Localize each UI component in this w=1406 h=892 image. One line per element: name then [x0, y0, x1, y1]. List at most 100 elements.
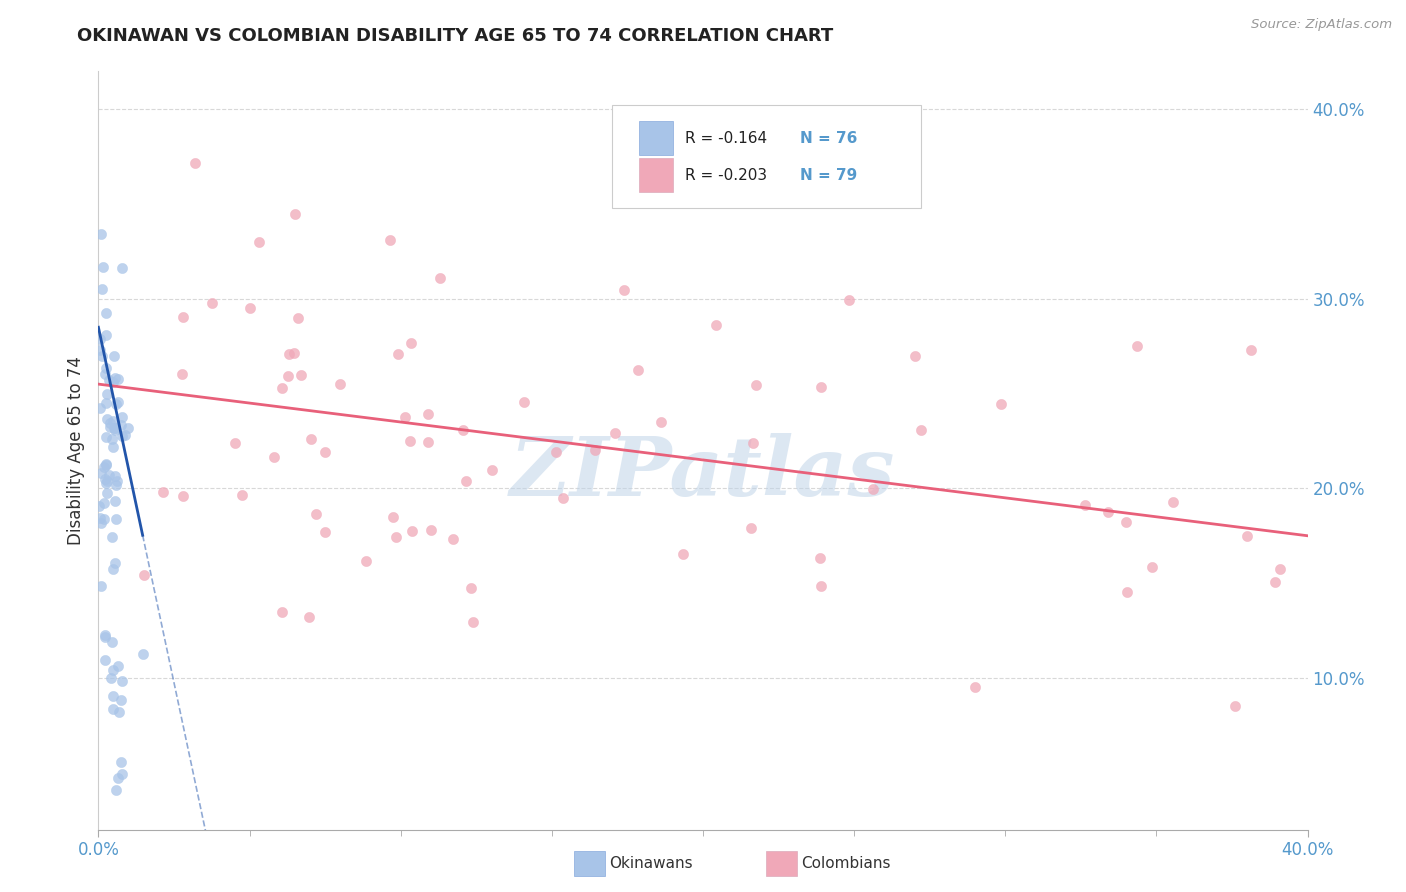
Point: [1163, 494, 1185, 508]
Point: [290, 368, 312, 382]
Point: [247, 235, 270, 249]
Point: [97, 373, 120, 387]
Bar: [638, 121, 673, 155]
Point: [172, 310, 194, 324]
Point: [103, 349, 125, 363]
Point: [284, 206, 307, 220]
Point: [96, 412, 118, 426]
Point: [277, 347, 299, 361]
Point: [1225, 699, 1247, 714]
Point: [107, 659, 129, 673]
Point: [613, 283, 636, 297]
Point: [94, 457, 117, 471]
Point: [463, 615, 485, 629]
Point: [96, 386, 118, 401]
Point: [314, 524, 336, 539]
Text: Source: ZipAtlas.com: Source: ZipAtlas.com: [1251, 18, 1392, 31]
Point: [89, 499, 111, 513]
Point: [98, 416, 121, 430]
Point: [96, 430, 118, 444]
Point: [107, 372, 129, 386]
Point: [93, 495, 115, 509]
Point: [93, 512, 115, 526]
Point: [111, 429, 134, 443]
FancyBboxPatch shape: [613, 105, 921, 208]
Point: [104, 556, 127, 570]
Point: [287, 310, 309, 325]
Point: [90, 516, 112, 531]
Point: [745, 377, 768, 392]
Point: [89, 332, 111, 346]
Point: [271, 605, 294, 619]
Point: [96, 486, 118, 500]
Point: [231, 488, 253, 502]
Point: [384, 530, 406, 544]
Point: [387, 347, 409, 361]
Point: [418, 434, 440, 449]
Point: [270, 381, 292, 395]
Point: [107, 771, 129, 785]
Point: [1270, 562, 1292, 576]
Point: [110, 693, 132, 707]
Point: [104, 511, 127, 525]
Point: [105, 397, 128, 411]
Point: [742, 436, 765, 450]
Point: [94, 472, 117, 486]
Point: [277, 368, 299, 383]
Point: [101, 432, 124, 446]
Point: [117, 421, 139, 435]
Text: OKINAWAN VS COLOMBIAN DISABILITY AGE 65 TO 74 CORRELATION CHART: OKINAWAN VS COLOMBIAN DISABILITY AGE 65 …: [77, 27, 834, 45]
Point: [172, 367, 194, 381]
Point: [808, 551, 831, 566]
Point: [672, 547, 695, 561]
Point: [110, 261, 132, 276]
Point: [263, 450, 285, 464]
Point: [740, 521, 762, 535]
Point: [838, 293, 860, 307]
Point: [96, 327, 118, 342]
Text: R = -0.203: R = -0.203: [685, 168, 768, 183]
Point: [650, 415, 672, 429]
Point: [93, 460, 115, 475]
Point: [451, 423, 474, 437]
Point: [103, 420, 125, 434]
Point: [299, 432, 322, 446]
Point: [94, 630, 117, 644]
Point: [96, 458, 118, 472]
Point: [399, 434, 422, 448]
Point: [605, 426, 627, 441]
Point: [101, 689, 124, 703]
Point: [314, 445, 336, 459]
Text: R = -0.164: R = -0.164: [685, 130, 768, 145]
Text: N = 76: N = 76: [800, 130, 858, 145]
Point: [1126, 339, 1149, 353]
Point: [460, 581, 482, 595]
Point: [96, 474, 118, 488]
Point: [546, 444, 568, 458]
Point: [111, 409, 134, 424]
Point: [104, 478, 127, 492]
Point: [862, 482, 884, 496]
Point: [104, 420, 127, 434]
Point: [94, 628, 117, 642]
Point: [107, 395, 129, 409]
Point: [110, 755, 132, 769]
Text: Colombians: Colombians: [801, 856, 891, 871]
Point: [378, 233, 401, 247]
Point: [1240, 343, 1263, 358]
Point: [101, 531, 124, 545]
Point: [100, 420, 122, 434]
Point: [103, 561, 125, 575]
Point: [94, 367, 117, 381]
Point: [394, 409, 416, 424]
Point: [704, 318, 727, 333]
Point: [101, 663, 124, 677]
Point: [110, 417, 132, 432]
Point: [100, 671, 122, 685]
Point: [96, 396, 118, 410]
Text: ZIPatlas: ZIPatlas: [510, 434, 896, 513]
Point: [329, 376, 352, 391]
Point: [481, 463, 503, 477]
Point: [184, 156, 207, 170]
Point: [104, 468, 127, 483]
